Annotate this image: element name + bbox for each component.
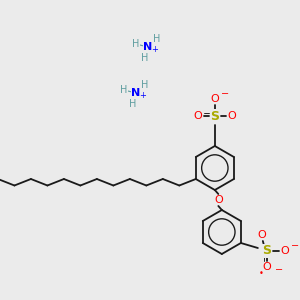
- Text: O: O: [280, 246, 289, 256]
- Text: +: +: [152, 44, 158, 53]
- Text: •: •: [258, 269, 263, 278]
- Text: −: −: [221, 89, 229, 99]
- Text: O: O: [262, 262, 271, 272]
- Text: H: H: [120, 85, 128, 95]
- Text: H: H: [141, 53, 148, 63]
- Text: −: −: [291, 241, 299, 251]
- Text: H: H: [132, 39, 140, 49]
- Text: N: N: [143, 42, 152, 52]
- Text: O: O: [214, 195, 223, 205]
- Text: H: H: [129, 99, 136, 109]
- Text: O: O: [211, 94, 219, 104]
- Text: −: −: [275, 265, 283, 275]
- Text: H: H: [141, 80, 148, 90]
- Text: N: N: [131, 88, 140, 98]
- Text: S: S: [210, 110, 219, 122]
- Text: S: S: [262, 244, 271, 257]
- Text: O: O: [227, 111, 236, 121]
- Text: O: O: [257, 230, 266, 240]
- Text: +: +: [140, 91, 146, 100]
- Text: O: O: [194, 111, 202, 121]
- Text: H: H: [153, 34, 160, 44]
